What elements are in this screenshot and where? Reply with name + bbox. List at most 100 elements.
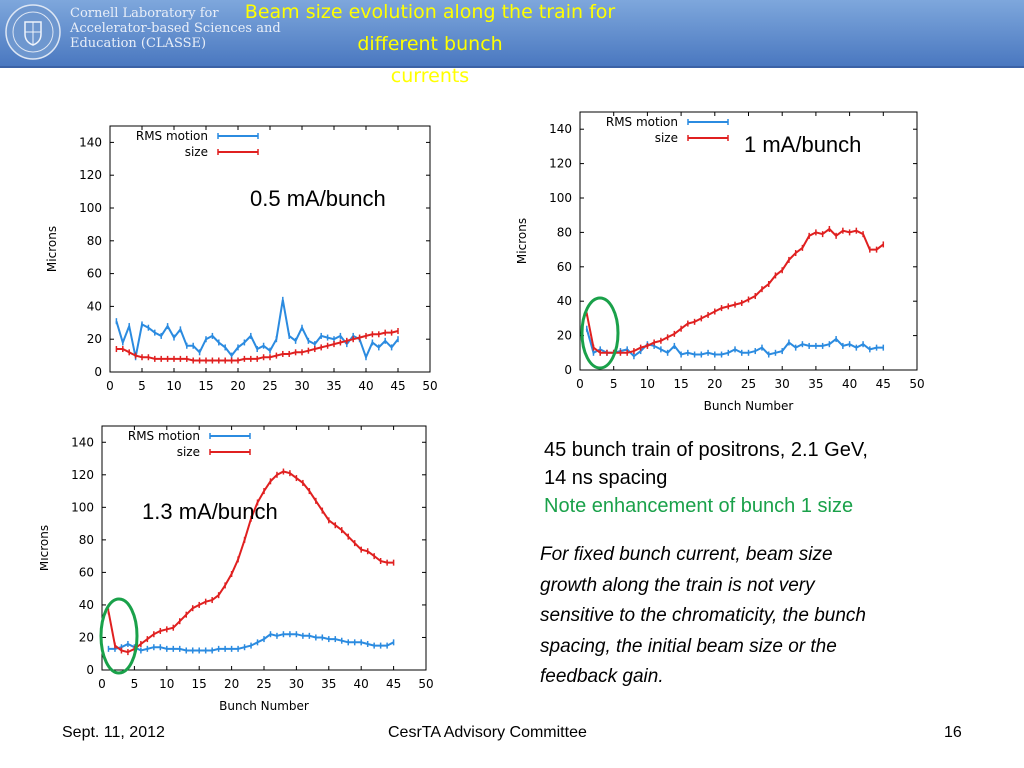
- slide-title-line: Beam size evolution along the train for …: [244, 1, 616, 55]
- x-axis-label: Bunch Number: [219, 699, 309, 713]
- x-tick-label: 35: [326, 379, 341, 393]
- y-tick-label: 120: [71, 468, 94, 482]
- lab-name-line: Cornell Laboratory for: [70, 6, 219, 21]
- x-tick-label: 0: [576, 377, 584, 391]
- series-line: [585, 227, 884, 354]
- note-italic: For fixed bunch current, beam size growt…: [540, 540, 866, 693]
- legend-label: RMS motion: [128, 429, 200, 443]
- x-tick-label: 40: [842, 377, 857, 391]
- x-tick-label: 50: [422, 379, 437, 393]
- y-tick-label: 20: [79, 630, 94, 644]
- y-tick-label: 60: [87, 267, 102, 281]
- x-tick-label: 15: [673, 377, 688, 391]
- y-tick-label: 100: [549, 191, 572, 205]
- x-tick-label: 20: [707, 377, 722, 391]
- current-label-1-3: 1.3 mA/bunch: [142, 499, 278, 524]
- italic-line: growth along the train is not very: [540, 574, 815, 596]
- y-axis-label: Microns: [40, 525, 51, 571]
- beam-size-chart-1-3: 0 5 10 15 20 25 30 35 40 45 50 0 20 40 60 80 100 120 140 Mi…: [40, 425, 434, 713]
- lab-name-line: Education (CLASSE): [70, 36, 207, 51]
- x-tick-label: 40: [358, 379, 373, 393]
- y-axis-label: Microns: [515, 218, 529, 264]
- y-tick-label: 40: [87, 299, 102, 313]
- note-train-info: 45 bunch train of positrons, 2.1 GeV, 14…: [544, 436, 868, 520]
- beam-size-chart-1: 0 5 10 15 20 25 30 35 40 45 50 0 20 40 60 80 100 120 140 Mi…: [515, 111, 925, 413]
- x-tick-label: 25: [256, 677, 271, 691]
- x-tick-label: 45: [876, 377, 891, 391]
- x-tick-label: 10: [166, 379, 181, 393]
- italic-line: sensitive to the chromaticity, the bunch: [540, 605, 866, 626]
- note-line: 14 ns spacing: [544, 467, 668, 489]
- current-label-1: 1 mA/bunch: [744, 132, 862, 157]
- y-tick-label: 140: [549, 122, 572, 136]
- x-tick-label: 20: [230, 379, 245, 393]
- x-tick-label: 5: [138, 379, 146, 393]
- current-label-0-5: 0.5 mA/bunch: [250, 186, 386, 211]
- y-tick-label: 140: [71, 435, 94, 449]
- x-tick-label: 5: [610, 377, 618, 391]
- y-tick-label: 120: [549, 157, 572, 171]
- note-line: 45 bunch train of positrons, 2.1 GeV,: [544, 439, 868, 461]
- chart-0-5-ma: 0 5 10 15 20 25 30 35 40 45 50 0 20 40 60 80 100 120 140 Mi…: [40, 118, 440, 400]
- slide-title-line: currents: [390, 65, 470, 87]
- x-tick-label: 45: [390, 379, 405, 393]
- y-tick-label: 100: [79, 201, 102, 215]
- beam-size-chart-0-5: 0 5 10 15 20 25 30 35 40 45 50 0 20 40 60 80 100 120 140 Mi…: [45, 125, 438, 393]
- x-tick-label: 50: [909, 377, 924, 391]
- x-tick-label: 5: [131, 677, 139, 691]
- lab-name-line: Accelerator-based Sciences and: [70, 21, 281, 36]
- y-tick-label: 0: [86, 663, 94, 677]
- italic-line: For fixed bunch current, beam size: [540, 544, 833, 565]
- x-axis-label: Bunch Number: [704, 399, 794, 413]
- x-tick-label: 30: [775, 377, 790, 391]
- x-tick-label: 10: [159, 677, 174, 691]
- y-tick-label: 60: [79, 565, 94, 579]
- legend-label: size: [185, 145, 208, 159]
- x-tick-label: 10: [640, 377, 655, 391]
- cornell-seal-logo: [5, 4, 61, 60]
- chart-1-ma: 0 5 10 15 20 25 30 35 40 45 50 0 20 40 60 80 100 120 140 Mi…: [512, 104, 932, 422]
- y-tick-label: 20: [557, 329, 572, 343]
- legend-label: size: [177, 445, 200, 459]
- legend-label: size: [655, 131, 678, 145]
- y-tick-label: 0: [564, 363, 572, 377]
- y-tick-label: 40: [79, 598, 94, 612]
- slide-title: Beam size evolution along the train for …: [230, 0, 630, 92]
- slide-header: Cornell Laboratory for Accelerator-based…: [0, 0, 1024, 87]
- lab-name: Cornell Laboratory for Accelerator-based…: [70, 6, 281, 51]
- page-number: 16: [944, 724, 962, 741]
- y-tick-label: 140: [79, 135, 102, 149]
- x-tick-label: 35: [321, 677, 336, 691]
- y-tick-label: 120: [79, 168, 102, 182]
- footer-date: Sept. 11, 2012: [62, 724, 165, 741]
- chart-1-3-ma: 0 5 10 15 20 25 30 35 40 45 50 0 20 40 60 80 100 120 140 Mi…: [40, 418, 440, 720]
- y-tick-label: 80: [557, 225, 572, 239]
- legend-label: RMS motion: [136, 129, 208, 143]
- x-tick-label: 15: [192, 677, 207, 691]
- y-tick-label: 100: [71, 500, 94, 514]
- note-enhancement: Note enhancement of bunch 1 size: [544, 495, 854, 517]
- plot-frame: [101, 425, 427, 671]
- y-tick-label: 80: [87, 234, 102, 248]
- bunch-one-highlight: [580, 296, 620, 370]
- x-tick-label: 20: [224, 677, 239, 691]
- y-axis-label: Microns: [45, 226, 59, 272]
- x-tick-label: 30: [289, 677, 304, 691]
- y-tick-label: 40: [557, 294, 572, 308]
- x-tick-label: 25: [262, 379, 277, 393]
- y-tick-label: 0: [94, 365, 102, 379]
- footer-center: CesrTA Advisory Committee: [388, 724, 587, 741]
- x-tick-label: 0: [106, 379, 114, 393]
- bunch-one-highlight: [99, 597, 139, 675]
- x-tick-label: 35: [808, 377, 823, 391]
- x-tick-label: 45: [386, 677, 401, 691]
- y-tick-label: 80: [79, 533, 94, 547]
- x-tick-label: 50: [418, 677, 433, 691]
- y-tick-label: 60: [557, 260, 572, 274]
- x-tick-label: 0: [98, 677, 106, 691]
- y-tick-label: 20: [87, 332, 102, 346]
- italic-line: feedback gain.: [540, 666, 664, 687]
- legend-label: RMS motion: [606, 115, 678, 129]
- x-tick-label: 25: [741, 377, 756, 391]
- italic-line: spacing, the initial beam size or the: [540, 635, 837, 657]
